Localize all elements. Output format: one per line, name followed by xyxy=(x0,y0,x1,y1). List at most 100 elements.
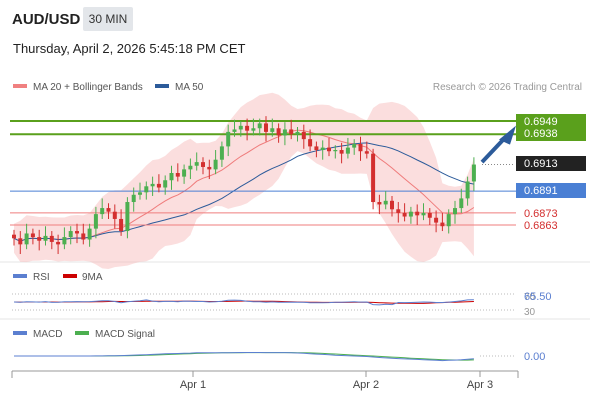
ma20-legend-label: MA 20 + Bollinger Bands xyxy=(33,82,143,93)
candle-body xyxy=(314,146,319,151)
datetime-label: Thursday, April 2, 2026 5:45:18 PM CET xyxy=(13,41,246,56)
x-tick-label: Apr 3 xyxy=(467,379,493,391)
candle-body xyxy=(270,128,275,132)
candle-body xyxy=(144,186,149,193)
rsi-ma-legend-swatch xyxy=(63,274,77,278)
candle-body xyxy=(125,202,130,232)
candle-body xyxy=(37,237,42,241)
tag-0-6938-label: 0.6938 xyxy=(524,128,558,140)
candle-body xyxy=(427,212,432,218)
candle-body xyxy=(396,209,401,213)
candle-body xyxy=(453,208,457,215)
candle-body xyxy=(100,208,105,215)
ma20-legend-swatch xyxy=(13,84,27,88)
candle-body xyxy=(24,233,29,245)
candle-body xyxy=(87,228,92,240)
macd-lines xyxy=(14,352,474,362)
candle-body xyxy=(194,162,199,166)
candle-body xyxy=(421,212,426,216)
x-tick-label: Apr 2 xyxy=(353,379,379,391)
macd-line xyxy=(14,352,474,362)
candle-body xyxy=(301,131,306,140)
candle-body xyxy=(390,200,394,210)
candle-body xyxy=(245,125,250,131)
projection-arrow xyxy=(480,125,516,164)
candle-body xyxy=(289,129,294,135)
candle-body xyxy=(364,151,369,154)
candle-body xyxy=(320,147,325,151)
rsi-line xyxy=(13,299,474,306)
candle-body xyxy=(276,128,281,136)
candle-body xyxy=(68,231,73,238)
rsi-legend-label: RSI xyxy=(33,272,50,283)
candle-body xyxy=(30,233,35,238)
candle-body xyxy=(188,165,193,170)
candle-body xyxy=(282,129,287,136)
rsi-level-30: 30 xyxy=(524,307,536,318)
candle-body xyxy=(383,200,388,205)
tag-0-6938: 0.6938 xyxy=(516,126,586,141)
candle-body xyxy=(56,241,61,245)
tag-0-6949-label: 0.6949 xyxy=(524,116,558,128)
candle-body xyxy=(138,192,142,195)
research-credit: Research © 2026 Trading Central xyxy=(433,82,582,93)
candle-body xyxy=(12,234,16,239)
candle-body xyxy=(75,231,79,234)
candle-body xyxy=(371,153,376,203)
tag-0-6913-label: 0.6913 xyxy=(524,158,558,170)
candle-body xyxy=(471,164,476,182)
candle-body xyxy=(213,159,218,170)
candle-body xyxy=(440,222,445,227)
rsi-ma-legend-label: 9MA xyxy=(82,272,103,283)
candle-body xyxy=(377,202,382,205)
x-axis-ticks: Apr 1 Apr 2 Apr 3 xyxy=(180,371,493,391)
candle-body xyxy=(163,180,168,188)
timeframe-badge[interactable]: 30 MIN xyxy=(83,7,133,31)
candles xyxy=(12,116,476,255)
candle-body xyxy=(415,211,420,216)
candle-body xyxy=(459,198,464,209)
tag-0-6913: 0.6913 xyxy=(516,156,586,171)
candle-body xyxy=(106,208,111,212)
candle-body xyxy=(345,147,350,154)
candle-body xyxy=(81,233,86,240)
x-tick-label: Apr 1 xyxy=(180,379,206,391)
candle-body xyxy=(93,214,98,229)
candle-body xyxy=(43,235,48,241)
rsi-legend-swatch xyxy=(13,274,27,278)
candle-body xyxy=(295,131,300,135)
tag-0-6891: 0.6891 xyxy=(516,183,586,198)
candle-body xyxy=(175,173,180,177)
macd-legend-swatch xyxy=(13,331,27,335)
candle-body xyxy=(226,131,231,147)
rsi-level-70: 70 xyxy=(524,292,536,303)
candle-body xyxy=(434,217,439,223)
candle-body xyxy=(232,129,237,132)
ma50-legend-swatch xyxy=(155,84,169,88)
candle-body xyxy=(327,147,331,152)
candle-body xyxy=(150,183,155,187)
tag-0-6949: 0.6949 xyxy=(516,114,586,129)
candle-body xyxy=(131,194,136,203)
tag-0-6863: 0.6863 xyxy=(524,220,558,232)
candle-body xyxy=(119,218,124,232)
candle-body xyxy=(339,150,344,154)
candle-body xyxy=(62,237,67,245)
candle-body xyxy=(352,143,357,148)
rsi-value: 65.50 xyxy=(524,291,552,303)
candle-body xyxy=(308,139,313,147)
candle-body xyxy=(251,128,256,131)
macd-legend-label: MACD xyxy=(33,329,62,340)
macd-signal-legend-label: MACD Signal xyxy=(95,329,155,340)
projection-head xyxy=(499,125,516,145)
candle-body xyxy=(358,143,363,152)
rsi-lines xyxy=(13,299,474,306)
tag-0-6891-label: 0.6891 xyxy=(524,185,558,197)
candle-body xyxy=(465,181,470,199)
macd-value: 0.00 xyxy=(524,351,545,363)
candle-body xyxy=(264,123,268,132)
candle-body xyxy=(446,214,451,227)
candle-body xyxy=(156,183,161,188)
